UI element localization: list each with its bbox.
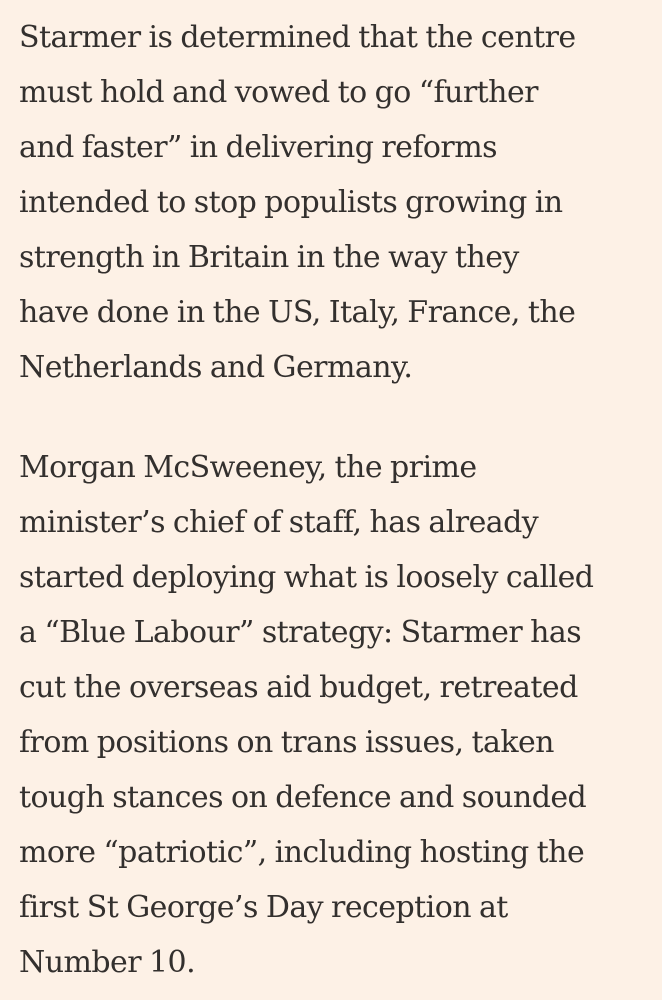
- text-line: strength in Britain in the way they: [19, 240, 519, 275]
- text-line: tough stances on defence and sounded: [19, 780, 587, 815]
- text-line: Number 10.: [19, 945, 196, 980]
- text-line: and faster” in delivering reforms: [19, 130, 498, 165]
- text-line: first St George’s Day reception at: [19, 890, 508, 925]
- text-line: a “Blue Labour” strategy: Starmer has: [19, 615, 582, 650]
- text-line: must hold and vowed to go “further: [19, 75, 538, 110]
- text-line: Netherlands and Germany.: [19, 350, 413, 385]
- paragraph-2: Morgan McSweeney, the prime minister’s c…: [19, 440, 642, 990]
- text-line: Morgan McSweeney, the prime: [19, 450, 477, 485]
- paragraph-1: Starmer is determined that the centre mu…: [19, 10, 642, 395]
- text-line: have done in the US, Italy, France, the: [19, 295, 576, 330]
- text-line: intended to stop populists growing in: [19, 185, 563, 220]
- text-line: cut the overseas aid budget, retreated: [19, 670, 578, 705]
- text-line: minister’s chief of staff, has already: [19, 505, 539, 540]
- text-line: from positions on trans issues, taken: [19, 725, 555, 760]
- text-line: Starmer is determined that the centre: [19, 20, 576, 55]
- text-line: more “patriotic”, including hosting the: [19, 835, 585, 870]
- text-line: started deploying what is loosely called: [19, 560, 594, 595]
